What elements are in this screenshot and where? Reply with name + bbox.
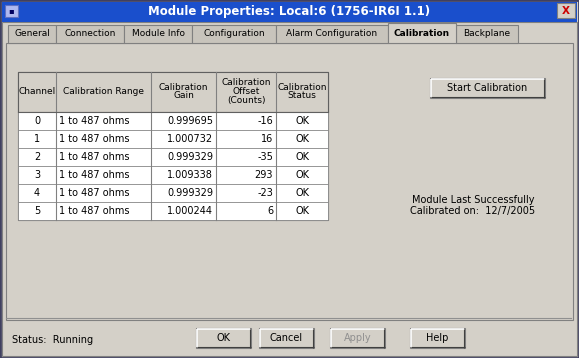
Text: General: General	[14, 29, 50, 39]
Bar	[196, 328, 251, 348]
Text: Calibration: Calibration	[277, 82, 327, 92]
Bar	[388, 23, 456, 43]
Text: OK: OK	[295, 134, 309, 144]
Text: OK: OK	[295, 188, 309, 198]
Text: -35: -35	[257, 152, 273, 162]
Text: OK: OK	[295, 152, 309, 162]
Text: Help: Help	[426, 333, 449, 343]
Text: 1.000732: 1.000732	[167, 134, 213, 144]
Bar	[56, 25, 124, 43]
Text: Cancel: Cancel	[270, 333, 303, 343]
Text: (Counts): (Counts)	[227, 96, 265, 105]
Text: 1 to 487 ohms: 1 to 487 ohms	[59, 152, 130, 162]
Bar	[124, 25, 192, 43]
Bar	[18, 166, 328, 184]
Text: OK: OK	[295, 116, 309, 126]
Bar	[6, 43, 573, 320]
Text: 1 to 487 ohms: 1 to 487 ohms	[59, 170, 130, 180]
Text: 4: 4	[34, 188, 40, 198]
Text: Start Calibration: Start Calibration	[448, 83, 527, 93]
Text: OK: OK	[295, 206, 309, 216]
Bar	[259, 328, 314, 348]
Text: Module Last Successfully: Module Last Successfully	[412, 195, 534, 205]
Text: Calibration: Calibration	[394, 29, 450, 38]
Text: 1.000244: 1.000244	[167, 206, 213, 216]
Text: Offset: Offset	[232, 87, 260, 96]
Bar	[18, 112, 328, 130]
Text: OK: OK	[217, 333, 230, 343]
Text: 2: 2	[34, 152, 40, 162]
Text: Configuration: Configuration	[203, 29, 265, 39]
Text: 293: 293	[255, 170, 273, 180]
Text: 1.009338: 1.009338	[167, 170, 213, 180]
Bar	[276, 25, 388, 43]
Text: 16: 16	[261, 134, 273, 144]
Text: Apply: Apply	[344, 333, 371, 343]
Bar	[18, 130, 328, 148]
Text: Status:  Running: Status: Running	[12, 335, 93, 345]
Text: Calibration: Calibration	[221, 78, 271, 87]
Bar	[430, 78, 545, 98]
Text: -23: -23	[257, 188, 273, 198]
Bar	[192, 25, 276, 43]
Text: Channel: Channel	[19, 87, 56, 96]
Text: 1 to 487 ohms: 1 to 487 ohms	[59, 134, 130, 144]
Text: Connection: Connection	[64, 29, 116, 39]
Bar	[2, 2, 577, 22]
Text: Gain: Gain	[173, 92, 194, 101]
Text: ▪: ▪	[9, 6, 14, 15]
Text: 0.999329: 0.999329	[167, 152, 213, 162]
Text: 1 to 487 ohms: 1 to 487 ohms	[59, 116, 130, 126]
Bar	[410, 328, 465, 348]
Bar	[330, 328, 385, 348]
Bar	[557, 3, 575, 18]
Text: OK: OK	[295, 170, 309, 180]
Text: 1: 1	[34, 134, 40, 144]
Bar	[18, 72, 328, 220]
Text: Module Info: Module Info	[131, 29, 185, 39]
Text: 1 to 487 ohms: 1 to 487 ohms	[59, 206, 130, 216]
Text: Status: Status	[288, 92, 317, 101]
Text: Alarm Configuration: Alarm Configuration	[287, 29, 378, 39]
Text: 3: 3	[34, 170, 40, 180]
Text: Calibrated on:  12/7/2005: Calibrated on: 12/7/2005	[411, 206, 536, 216]
Bar	[18, 72, 328, 112]
Text: Calibration: Calibration	[159, 82, 208, 92]
Bar	[456, 25, 518, 43]
Text: 0.999329: 0.999329	[167, 188, 213, 198]
Bar	[18, 202, 328, 220]
Text: 5: 5	[34, 206, 40, 216]
Bar	[18, 184, 328, 202]
Text: 0.999695: 0.999695	[167, 116, 213, 126]
Text: X: X	[562, 6, 570, 16]
Text: 1 to 487 ohms: 1 to 487 ohms	[59, 188, 130, 198]
Text: 0: 0	[34, 116, 40, 126]
Bar	[8, 25, 56, 43]
Text: Calibration Range: Calibration Range	[63, 87, 144, 96]
Text: Backplane: Backplane	[463, 29, 511, 39]
Text: 6: 6	[267, 206, 273, 216]
Bar	[5, 5, 18, 17]
Text: -16: -16	[257, 116, 273, 126]
Text: Module Properties: Local:6 (1756-IR6I 1.1): Module Properties: Local:6 (1756-IR6I 1.…	[148, 5, 431, 19]
Bar	[18, 148, 328, 166]
